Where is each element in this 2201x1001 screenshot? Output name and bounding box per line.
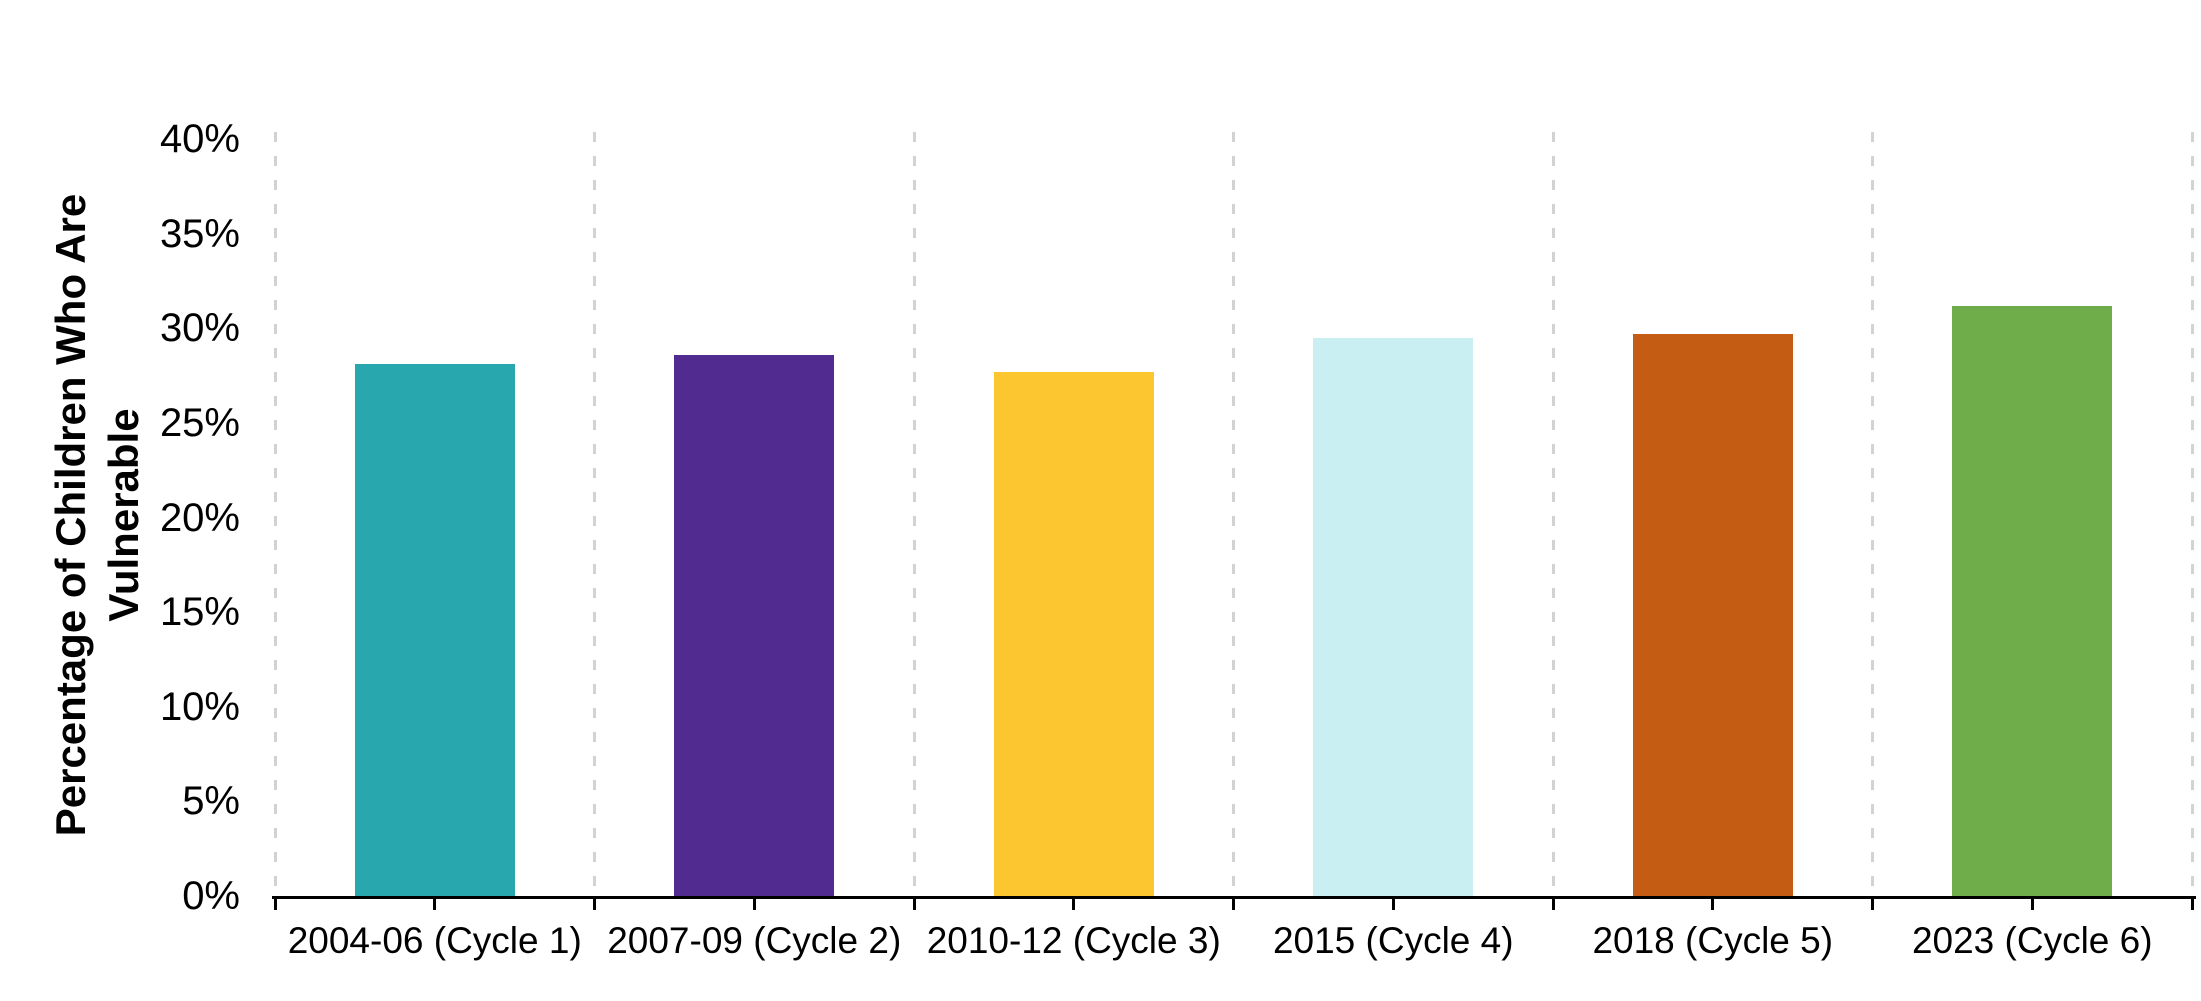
vertical-gridline <box>2190 132 2194 896</box>
x-axis-tick <box>593 896 596 910</box>
y-tick-label: 40% <box>159 117 240 161</box>
y-tick-label: 15% <box>159 590 240 635</box>
x-axis-tick <box>2030 896 2034 910</box>
y-tick-label: 0% <box>182 874 240 918</box>
bar-cycle-2 <box>674 354 835 896</box>
x-axis-tick <box>1232 896 1235 910</box>
bar-cycle-4 <box>1313 337 1474 896</box>
x-axis-tick <box>1871 896 1874 910</box>
vertical-gridline <box>1871 132 1874 896</box>
y-tick-label: 10% <box>159 684 240 729</box>
x-axis-tick <box>752 896 756 910</box>
y-tick-label: 20% <box>159 495 240 540</box>
x-axis-category-label: 2007-09 (Cycle 2) <box>607 920 902 961</box>
x-axis-category-label: 2023 (Cycle 6) <box>1911 920 2153 961</box>
y-tick-label: 35% <box>159 211 240 256</box>
vertical-gridline <box>912 132 916 896</box>
y-tick-label: 25% <box>159 400 240 445</box>
x-axis-category-label: 2018 (Cycle 5) <box>1592 920 1834 961</box>
x-axis-tick <box>1391 896 1395 910</box>
y-tick-label: 5% <box>182 779 240 824</box>
vertical-gridline <box>593 132 596 896</box>
x-axis-tick <box>1072 896 1076 910</box>
y-tick-label: 30% <box>159 306 240 351</box>
bar-cycle-6 <box>1952 305 2113 896</box>
x-axis-category-label: 2015 (Cycle 4) <box>1272 920 1514 961</box>
vertical-gridline <box>1551 132 1555 896</box>
x-axis-category-label: 2004-06 (Cycle 1) <box>287 920 582 961</box>
bar-cycle-1 <box>354 364 515 896</box>
x-axis-category-label: 2010-12 (Cycle 3) <box>926 920 1221 961</box>
x-axis-tick <box>912 896 916 910</box>
x-axis-tick <box>1551 896 1555 910</box>
x-axis-tick <box>1711 896 1715 910</box>
x-axis-tick <box>273 896 277 910</box>
bar-cycle-5 <box>1632 333 1793 896</box>
x-axis-tick <box>2190 896 2194 910</box>
bar-cycle-3 <box>993 371 1154 896</box>
x-axis-tick <box>433 896 437 910</box>
vertical-gridline <box>273 132 277 896</box>
vertical-gridline <box>1232 132 1235 896</box>
